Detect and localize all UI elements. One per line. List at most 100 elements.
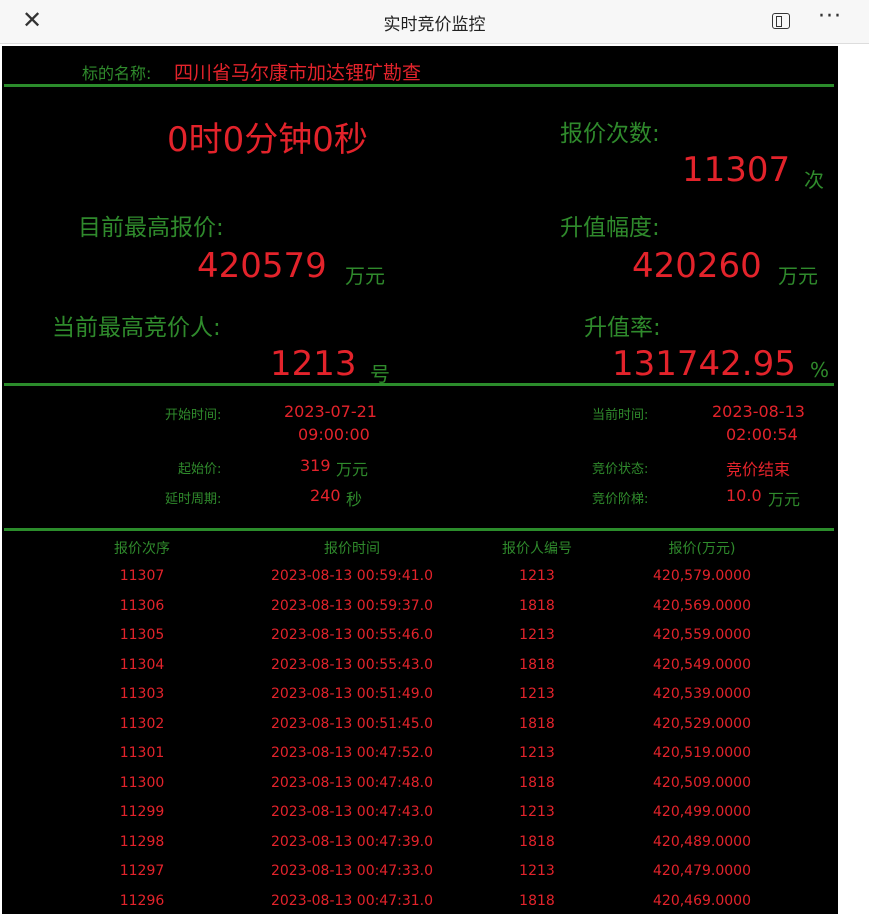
cell-time: 2023-08-13 00:47:33.0 — [270, 863, 434, 879]
cell-bidder: 1213 — [519, 686, 555, 702]
cell-order: 11303 — [119, 686, 165, 702]
divider — [4, 383, 834, 386]
highest-bid-value: 420579 — [197, 246, 327, 286]
start-price-value: 319 — [300, 456, 331, 475]
start-price-unit: 万元 — [336, 460, 369, 479]
cell-time: 2023-08-13 00:51:49.0 — [270, 686, 434, 702]
cell-order: 11298 — [119, 833, 165, 850]
table-row: 11297 2023-08-13 00:47:33.0 1213 420,479.00… — [2, 863, 838, 892]
close-icon[interactable]: ✕ — [22, 6, 43, 34]
cell-order: 11296 — [119, 892, 165, 909]
status-label: 竞价状态: — [592, 462, 649, 477]
highest-bidder-unit: 号 — [370, 362, 390, 386]
cell-order: 11302 — [119, 715, 165, 732]
cell-price: 420,499.0000 — [653, 804, 751, 820]
highest-bidder-label: 当前最高竞价人: — [52, 315, 221, 341]
cell-time: 2023-08-13 00:59:37.0 — [270, 597, 434, 614]
delay-label: 延时周期: — [165, 492, 222, 507]
table-row: 11299 2023-08-13 00:47:43.0 1213 420,499.00… — [2, 804, 838, 833]
cell-time: 2023-08-13 00:59:41.0 — [270, 568, 434, 584]
cell-price: 420,539.0000 — [653, 686, 751, 702]
cell-price: 420,509.0000 — [653, 774, 751, 791]
cell-time: 2023-08-13 00:47:31.0 — [270, 892, 434, 909]
cell-time: 2023-08-13 00:47:43.0 — [270, 804, 434, 820]
cell-price: 420,479.0000 — [653, 863, 751, 879]
cell-price: 420,489.0000 — [653, 833, 751, 850]
increase-value: 420260 — [632, 246, 762, 286]
title-bar: ✕ 实时竞价监控 ··· — [0, 0, 869, 44]
cell-time: 2023-08-13 00:51:45.0 — [270, 715, 434, 732]
cell-order: 11301 — [119, 745, 165, 761]
table-row: 11306 2023-08-13 00:59:37.0 1818 420,569.00… — [2, 598, 838, 627]
cell-bidder: 1818 — [519, 833, 555, 850]
cell-price: 420,529.0000 — [653, 715, 751, 732]
cell-bidder: 1818 — [519, 774, 555, 791]
cell-order: 11300 — [119, 774, 165, 791]
cell-bidder: 1818 — [519, 656, 555, 673]
bid-count-value: 11307 — [682, 150, 791, 190]
cell-bidder: 1818 — [519, 892, 555, 909]
increase-rate-unit: % — [810, 358, 830, 382]
current-time: 02:00:54 — [726, 425, 798, 444]
current-time-label: 当前时间: — [592, 408, 649, 423]
cell-time: 2023-08-13 00:55:43.0 — [270, 656, 434, 673]
header-time: 报价时间 — [324, 541, 380, 557]
cell-order: 11299 — [119, 804, 165, 820]
step-value: 10.0 — [726, 486, 762, 505]
table-row: 11304 2023-08-13 00:55:43.0 1818 420,549.00… — [2, 657, 838, 686]
cell-order: 11305 — [119, 627, 165, 643]
start-price-label: 起始价: — [178, 462, 222, 477]
table-row: 11303 2023-08-13 00:51:49.0 1213 420,539.00… — [2, 686, 838, 715]
more-icon[interactable]: ··· — [818, 4, 842, 29]
start-time-label: 开始时间: — [165, 408, 222, 423]
cell-time: 2023-08-13 00:47:48.0 — [270, 774, 434, 791]
highest-bid-label: 目前最高报价: — [78, 215, 224, 241]
header-bidder: 报价人编号 — [502, 541, 572, 557]
bid-count-unit: 次 — [804, 168, 824, 192]
cell-time: 2023-08-13 00:47:39.0 — [270, 833, 434, 850]
increase-rate-value: 131742.95 — [612, 344, 796, 384]
step-label: 竞价阶梯: — [592, 492, 649, 507]
increase-rate-label: 升值率: — [584, 315, 661, 341]
auction-monitor-screen: 标的名称: 四川省马尔康市加达锂矿勘查 0时0分钟0秒 报价次数: 11307 … — [2, 46, 838, 914]
cell-bidder: 1213 — [519, 745, 555, 761]
window-title: 实时竞价监控 — [383, 15, 486, 35]
highest-bidder-value: 1213 — [270, 344, 357, 384]
subject-value: 四川省马尔康市加达锂矿勘查 — [174, 62, 422, 84]
table-row: 11300 2023-08-13 00:47:48.0 1818 420,509.00… — [2, 775, 838, 804]
table-row: 11298 2023-08-13 00:47:39.0 1818 420,489.00… — [2, 834, 838, 863]
cell-price: 420,519.0000 — [653, 745, 751, 761]
table-row: 11305 2023-08-13 00:55:46.0 1213 420,559.00… — [2, 627, 838, 656]
table-row: 11302 2023-08-13 00:51:45.0 1818 420,529.00… — [2, 716, 838, 745]
cell-order: 11307 — [119, 568, 165, 584]
cell-bidder: 1818 — [519, 597, 555, 614]
cell-order: 11306 — [119, 597, 165, 614]
subject-label: 标的名称: — [82, 64, 152, 83]
increase-unit: 万元 — [778, 264, 818, 288]
status-value: 竞价结束 — [726, 460, 791, 479]
cell-price: 420,569.0000 — [653, 597, 751, 614]
cell-time: 2023-08-13 00:47:52.0 — [270, 745, 434, 761]
highest-bid-unit: 万元 — [345, 264, 385, 288]
current-date: 2023-08-13 — [712, 402, 805, 421]
sidebar-icon[interactable] — [772, 13, 790, 29]
header-price: 报价(万元) — [668, 541, 736, 557]
cell-price: 420,559.0000 — [653, 627, 751, 643]
delay-value: 240 — [310, 486, 341, 505]
increase-label: 升值幅度: — [560, 215, 660, 241]
cell-price: 420,549.0000 — [653, 656, 751, 673]
step-unit: 万元 — [768, 490, 801, 509]
table-header: 报价次序 报价时间 报价人编号 报价(万元) — [2, 538, 838, 567]
start-time: 09:00:00 — [298, 425, 370, 444]
divider — [4, 528, 834, 531]
divider — [4, 84, 834, 87]
countdown: 0时0分钟0秒 — [167, 120, 368, 160]
header-order: 报价次序 — [114, 541, 170, 557]
delay-unit: 秒 — [346, 490, 363, 509]
cell-price: 420,469.0000 — [653, 892, 751, 909]
cell-price: 420,579.0000 — [653, 568, 751, 584]
table-row: 11301 2023-08-13 00:47:52.0 1213 420,519.00… — [2, 745, 838, 774]
table-row: 11296 2023-08-13 00:47:31.0 1818 420,469.00… — [2, 893, 838, 922]
cell-bidder: 1213 — [519, 568, 555, 584]
table-row: 11307 2023-08-13 00:59:41.0 1213 420,579.00… — [2, 568, 838, 597]
